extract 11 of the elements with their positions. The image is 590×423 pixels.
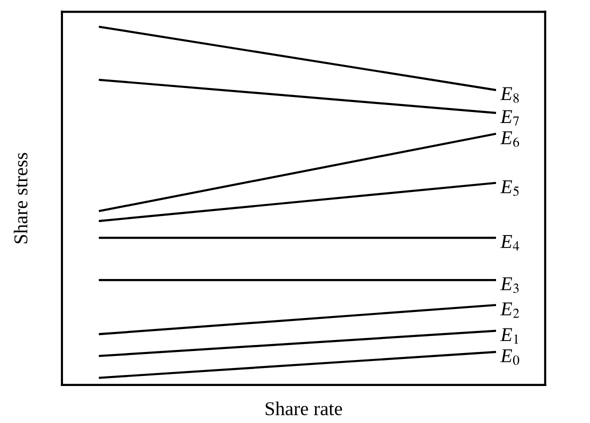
series-label: E$_{3}$ bbox=[500, 277, 519, 293]
series-label: E$_{5}$ bbox=[500, 180, 519, 196]
series-label: E$_{1}$ bbox=[500, 328, 518, 344]
series-label: E$_{2}$ bbox=[500, 302, 520, 318]
series-label: E$_{4}$ bbox=[500, 235, 520, 250]
series-label: E$_{8}$ bbox=[500, 87, 519, 103]
y-axis-title: Share stress bbox=[14, 152, 28, 244]
x-axis-title: Share rate bbox=[266, 402, 342, 416]
series-label: E$_{7}$ bbox=[500, 110, 519, 126]
series-label: E$_{6}$ bbox=[500, 131, 520, 147]
series-label: E$_{0}$ bbox=[500, 349, 520, 365]
